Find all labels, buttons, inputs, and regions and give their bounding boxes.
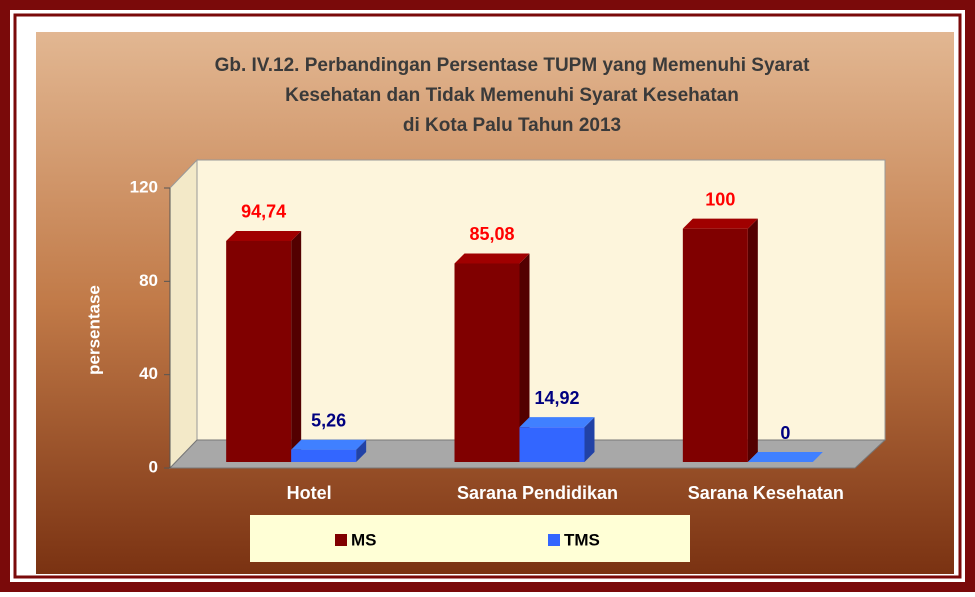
legend-swatch	[548, 534, 560, 546]
legend-items: MS TMS	[335, 530, 600, 549]
legend-swatch	[335, 534, 347, 546]
y-tick-label: 80	[139, 271, 158, 290]
y-axis-label: persentase	[84, 285, 103, 375]
y-tick-label: 0	[149, 457, 158, 476]
legend-label: TMS	[564, 530, 600, 549]
bar	[291, 449, 357, 462]
chart-title: Gb. IV.12. Perbandingan Persentase TUPM …	[215, 55, 810, 76]
value-label: 85,08	[469, 224, 514, 244]
bar-top	[226, 230, 302, 241]
bar	[519, 427, 585, 462]
bar	[682, 228, 748, 462]
x-tick-label: Sarana Pendidikan	[457, 483, 618, 503]
bar-side	[356, 439, 367, 462]
bar	[226, 240, 292, 462]
bar-top	[747, 452, 823, 462]
bar	[454, 263, 520, 462]
value-label: 0	[780, 423, 790, 443]
value-label: 100	[705, 189, 735, 209]
value-label: 94,74	[241, 202, 286, 222]
chart-title: di Kota Palu Tahun 2013	[403, 115, 621, 136]
bar-side	[291, 230, 302, 462]
side-wall	[169, 158, 198, 470]
chart-title: Kesehatan dan Tidak Memenuhi Syarat Kese…	[285, 85, 739, 106]
bar-top	[291, 439, 367, 450]
bar-top	[682, 218, 758, 229]
bar-side	[747, 218, 758, 462]
bar-top	[454, 253, 530, 264]
x-tick-label: Hotel	[287, 483, 332, 503]
frame-line	[13, 13, 962, 579]
value-label: 14,92	[534, 388, 579, 408]
x-tick-label: Sarana Kesehatan	[688, 483, 844, 503]
bar-side	[519, 253, 530, 462]
y-tick-label: 40	[139, 364, 158, 383]
legend	[250, 515, 690, 562]
y-tick-label: 120	[130, 177, 158, 196]
legend-label: MS	[351, 530, 377, 549]
bar-side	[584, 417, 595, 462]
value-label: 5,26	[311, 410, 346, 430]
bar-top	[519, 417, 595, 428]
